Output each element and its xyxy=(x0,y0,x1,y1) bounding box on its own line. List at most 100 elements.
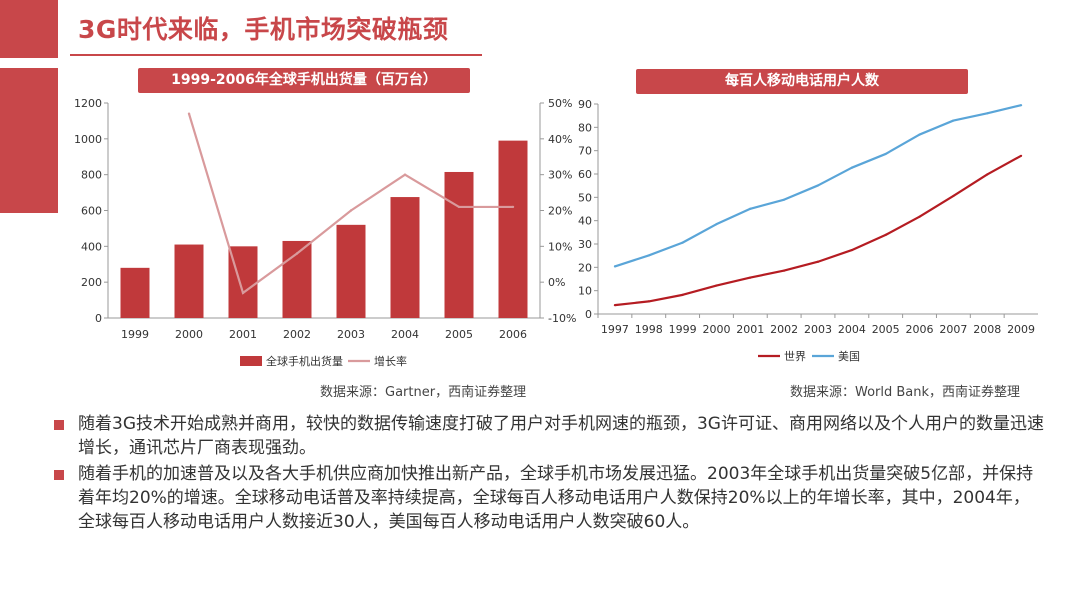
bullet-text: 随着3G技术开始成熟并商用，较快的数据传输速度打破了用户对手机网速的瓶颈，3G许… xyxy=(78,414,1044,458)
chart1-legend-swatch-shipments xyxy=(240,356,262,366)
chart1-growth-point xyxy=(511,205,515,209)
chart2-line-us-point xyxy=(850,166,853,169)
chart2-line-us-point xyxy=(952,119,955,122)
chart2-xtick-label: 1999 xyxy=(669,323,697,336)
chart1-source: 数据来源：Gartner，西南证券整理 xyxy=(320,385,527,400)
chart2-line-world xyxy=(614,154,1022,307)
chart1-growth-point xyxy=(295,252,299,255)
bullet-square-icon xyxy=(54,420,64,430)
chart1-ytick-label: 1000 xyxy=(74,133,102,146)
chart2-line-world-point xyxy=(681,293,684,296)
chart2-line-us-point xyxy=(884,152,887,156)
chart2-ytick-label: 30 xyxy=(578,238,592,251)
chart2-xtick-label: 2006 xyxy=(906,323,934,336)
chart1-ytick-label: 400 xyxy=(81,240,102,253)
chart1-xtick-label: 2000 xyxy=(175,328,203,341)
chart2-xtick-label: 2004 xyxy=(838,323,866,336)
chart2-line-us-point xyxy=(986,112,989,115)
chart1-xtick-label: 2002 xyxy=(283,328,311,341)
chart1-bar xyxy=(390,197,420,318)
chart2-xtick-label: 2001 xyxy=(736,323,764,336)
chart1-ytick-label: 0 xyxy=(95,312,102,325)
chart1-bar xyxy=(120,267,150,318)
chart1-xtick-label: 2003 xyxy=(337,328,365,341)
chart1-xtick-label: 1999 xyxy=(121,328,149,341)
chart2-xtick-label: 2009 xyxy=(1007,323,1035,336)
chart2-line-world-point xyxy=(783,269,786,272)
chart1-growth-point xyxy=(187,112,191,115)
chart1-legend-label-shipments: 全球手机出货量 xyxy=(266,354,343,368)
chart2-line-world-point xyxy=(749,276,752,279)
bullet-item: 随着手机的加速普及以及各大手机供应商加快推出新产品，全球手机市场发展迅猛。200… xyxy=(54,462,1044,534)
corner-accent-top xyxy=(0,0,58,58)
chart2-line-world-point xyxy=(850,248,853,252)
chart2-xtick-label: 2002 xyxy=(770,323,798,336)
chart2-xtick-label: 2005 xyxy=(872,323,900,336)
chart2-line-world-point xyxy=(952,194,955,198)
chart1-y2tick-label: 40% xyxy=(548,133,572,146)
chart1-bar xyxy=(174,244,204,318)
bullet-square-icon xyxy=(54,470,64,480)
chart2-xtick-label: 2008 xyxy=(973,323,1001,336)
chart2-line-world-point xyxy=(918,215,921,218)
chart1-title: 1999-2006年全球手机出货量（百万台） xyxy=(138,68,470,93)
chart2-line-us-point xyxy=(613,265,617,268)
chart1-bar xyxy=(336,224,366,318)
chart2-line-us-point xyxy=(1019,104,1023,107)
chart2-ytick-label: 0 xyxy=(585,308,592,321)
chart2-ytick-label: 20 xyxy=(578,261,592,274)
chart2-xtick-label: 1998 xyxy=(635,323,663,336)
chart2-line-world-point xyxy=(647,300,650,303)
chart2-line-us-point xyxy=(647,254,650,257)
chart2-source: 数据来源：World Bank，西南证券整理 xyxy=(790,385,1021,400)
chart2-xtick-label: 2003 xyxy=(804,323,832,336)
chart1-growth-point xyxy=(457,205,461,209)
bullet-item: 随着3G技术开始成熟并商用，较快的数据传输速度打破了用户对手机网速的瓶颈，3G许… xyxy=(54,412,1044,460)
chart2-ytick-label: 90 xyxy=(578,98,592,111)
chart1-ytick-label: 600 xyxy=(81,205,102,218)
chart1-growth-point xyxy=(349,209,353,212)
chart2-line-world-point xyxy=(816,260,820,263)
chart2-line-us-point xyxy=(783,198,786,201)
chart1-y2tick-label: 0% xyxy=(548,276,565,289)
chart1-y2tick-label: 50% xyxy=(548,97,572,110)
chart2-ytick-label: 70 xyxy=(578,145,592,158)
chart1-legend-label-growth: 增长率 xyxy=(374,354,407,368)
chart2-line-us-point xyxy=(681,241,684,244)
corner-accent-side xyxy=(0,68,58,213)
chart2-line-world-point xyxy=(715,284,718,287)
chart1-xtick-label: 2006 xyxy=(499,328,527,341)
chart2-line-us-point xyxy=(715,223,718,226)
page-title: 3G时代来临，手机市场突破瓶颈 xyxy=(78,15,449,44)
chart2-title: 每百人移动电话用户人数 xyxy=(636,69,968,94)
charts-canvas: 020040060080010001200-10%0%10%20%30%40%5… xyxy=(74,97,1038,368)
title-underline xyxy=(70,54,482,56)
chart1-y2tick-label: 20% xyxy=(548,205,572,218)
chart1-y2tick-label: 30% xyxy=(548,169,572,182)
chart1-xtick-label: 2005 xyxy=(445,328,473,341)
chart2-xtick-label: 2000 xyxy=(702,323,730,336)
chart2-line-world-point xyxy=(986,173,989,176)
chart2-ytick-label: 80 xyxy=(578,121,592,134)
chart1-ytick-label: 200 xyxy=(81,276,102,289)
chart1-bar xyxy=(444,171,474,318)
chart2-line-us-point xyxy=(749,207,752,210)
chart2-line-us-point xyxy=(918,133,921,136)
chart2-ytick-label: 10 xyxy=(578,285,592,298)
chart2-line-world-point xyxy=(613,304,617,307)
bullet-text: 随着手机的加速普及以及各大手机供应商加快推出新产品，全球手机市场发展迅猛。200… xyxy=(78,464,1034,532)
chart2-legend-label-world: 世界 xyxy=(784,350,806,363)
chart2-line-world-point xyxy=(884,233,887,236)
chart1-y2tick-label: 10% xyxy=(548,240,572,253)
chart2-ytick-label: 40 xyxy=(578,215,592,228)
chart1-y2tick-label: -10% xyxy=(548,312,576,325)
chart2-line-world-point xyxy=(1019,154,1023,157)
chart1-ytick-label: 800 xyxy=(81,169,102,182)
chart1-ytick-label: 1200 xyxy=(74,97,102,110)
chart1-growth-point xyxy=(403,173,407,176)
chart2-ytick-label: 50 xyxy=(578,191,592,204)
chart2-line-us-point xyxy=(816,184,820,187)
chart2-ytick-label: 60 xyxy=(578,168,592,181)
chart1-bar xyxy=(498,140,528,318)
chart2-legend-label-us: 美国 xyxy=(838,350,860,363)
